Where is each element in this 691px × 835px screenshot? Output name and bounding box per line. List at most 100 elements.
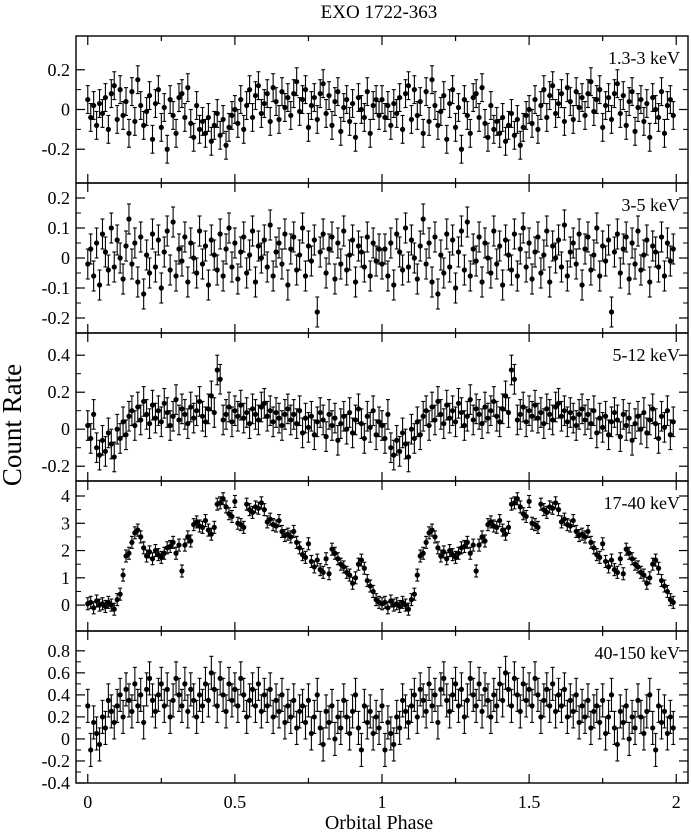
data-point <box>532 249 538 255</box>
data-point <box>653 557 659 563</box>
data-point <box>232 106 238 113</box>
data-point <box>152 264 159 270</box>
data-point <box>276 116 282 123</box>
data-point <box>96 100 103 107</box>
data-point <box>208 138 214 144</box>
data-point <box>355 94 362 101</box>
data-points <box>85 203 676 328</box>
data-point <box>164 686 170 692</box>
data-point <box>211 409 217 416</box>
data-point <box>664 588 671 595</box>
data-point <box>208 237 214 243</box>
data-point <box>141 545 147 551</box>
data-point <box>597 719 603 726</box>
data-point <box>470 417 476 423</box>
data-point <box>199 703 206 709</box>
data-point <box>261 507 267 513</box>
data-point <box>470 692 476 698</box>
data-point <box>464 539 470 545</box>
data-point <box>561 516 568 522</box>
data-point <box>417 243 423 249</box>
data-point <box>511 376 518 382</box>
data-point <box>320 231 326 237</box>
data-point <box>573 261 579 267</box>
data-point <box>320 569 326 575</box>
data-point <box>385 719 391 726</box>
data-point <box>617 110 623 117</box>
data-point <box>376 246 382 252</box>
data-point <box>235 120 241 127</box>
data-point <box>455 703 462 709</box>
data-point <box>550 505 556 511</box>
data-point <box>141 398 147 405</box>
data-point <box>535 415 541 421</box>
data-point <box>91 719 97 726</box>
data-point <box>194 102 200 109</box>
data-point <box>600 424 606 430</box>
data-point <box>323 434 329 440</box>
data-point <box>273 249 279 255</box>
data-point <box>99 231 106 237</box>
data-point <box>644 100 650 107</box>
data-point <box>117 255 123 261</box>
data-point <box>305 541 312 547</box>
data-point <box>126 130 132 136</box>
data-point <box>555 692 562 698</box>
data-point <box>211 122 217 128</box>
data-point <box>364 89 370 95</box>
y-tick-label: 0 <box>61 729 70 749</box>
data-point <box>644 237 650 243</box>
data-point <box>352 692 359 698</box>
data-point <box>232 498 238 505</box>
data-point <box>285 406 291 412</box>
data-point <box>117 591 123 597</box>
data-point <box>102 249 109 255</box>
data-point <box>249 406 256 412</box>
data-point <box>352 417 359 423</box>
data-point <box>355 561 362 567</box>
data-point <box>479 534 485 540</box>
data-point <box>223 142 229 148</box>
data-point <box>561 686 568 692</box>
data-point <box>435 545 441 551</box>
data-point <box>244 270 250 276</box>
data-point <box>211 524 217 530</box>
data-point <box>564 714 570 720</box>
data-point <box>344 267 350 273</box>
data-point <box>664 408 671 414</box>
data-point <box>167 267 173 273</box>
data-point <box>223 246 229 252</box>
data-point <box>664 730 671 737</box>
data-point <box>494 261 500 267</box>
data-point <box>96 452 103 458</box>
data-point <box>161 400 167 406</box>
panel-1: 0.2 0 -0.2 1.3-3 keV <box>42 35 689 184</box>
data-point <box>158 681 164 687</box>
data-point <box>176 94 182 101</box>
data-point <box>135 527 141 533</box>
data-point <box>135 703 141 709</box>
data-point <box>252 92 259 99</box>
data-point <box>414 276 420 282</box>
data-point <box>158 554 164 560</box>
data-point <box>323 270 329 276</box>
data-point <box>144 686 150 692</box>
data-point <box>141 719 147 726</box>
data-point <box>185 708 191 715</box>
data-point <box>423 89 429 95</box>
data-point <box>202 130 209 136</box>
y-tick-label: 0.2 <box>48 382 71 402</box>
data-point <box>611 725 618 731</box>
data-point <box>385 605 391 611</box>
data-point <box>620 719 626 726</box>
data-point <box>632 261 638 267</box>
data-point <box>285 282 291 288</box>
data-point <box>385 102 391 109</box>
panel-frame <box>75 332 689 482</box>
data-point <box>99 110 106 117</box>
data-point <box>520 404 526 410</box>
data-point <box>305 243 312 249</box>
data-point <box>600 541 606 547</box>
data-point <box>394 437 400 443</box>
data-point <box>102 725 109 731</box>
